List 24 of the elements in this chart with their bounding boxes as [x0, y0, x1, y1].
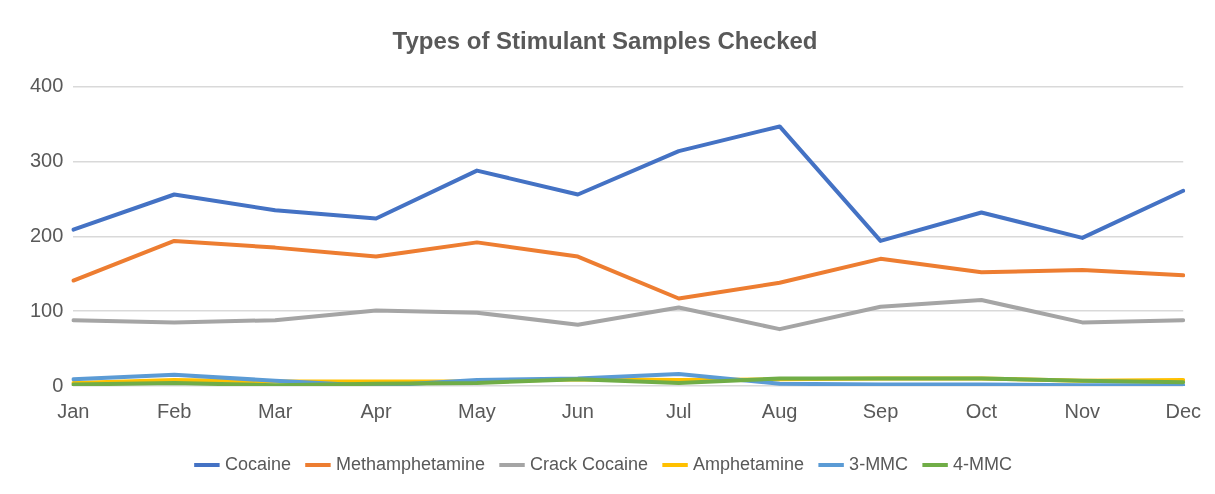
x-tick-label: Aug	[761, 399, 798, 422]
y-tick-label: 200	[29, 223, 64, 246]
legend-label: 3-MMC	[849, 453, 909, 474]
x-tick-label: Mar	[257, 399, 293, 422]
x-tick-label: Sep	[862, 399, 899, 422]
y-tick-label: 100	[29, 298, 64, 321]
y-tick-label: 0	[52, 373, 64, 396]
x-tick-label: Feb	[157, 399, 192, 422]
x-tick-label: Jan	[57, 399, 90, 422]
x-tick-label: Jul	[665, 399, 692, 422]
legend-label: Crack Cocaine	[530, 453, 649, 474]
x-tick-label: Apr	[360, 399, 392, 422]
x-tick-label: Dec	[1165, 399, 1202, 422]
y-tick-label: 400	[29, 74, 64, 97]
legend-label: Amphetamine	[693, 453, 805, 474]
legend-label: 4-MMC	[953, 453, 1013, 474]
x-tick-label: Oct	[965, 399, 998, 422]
x-tick-label: May	[458, 399, 496, 422]
legend-label: Cocaine	[224, 453, 291, 474]
x-tick-label: Jun	[561, 399, 594, 422]
chart-title: Types of Stimulant Samples Checked	[392, 27, 818, 55]
x-tick-label: Nov	[1064, 399, 1101, 422]
legend-label: Methamphetamine	[335, 453, 486, 474]
y-tick-label: 300	[29, 149, 64, 172]
